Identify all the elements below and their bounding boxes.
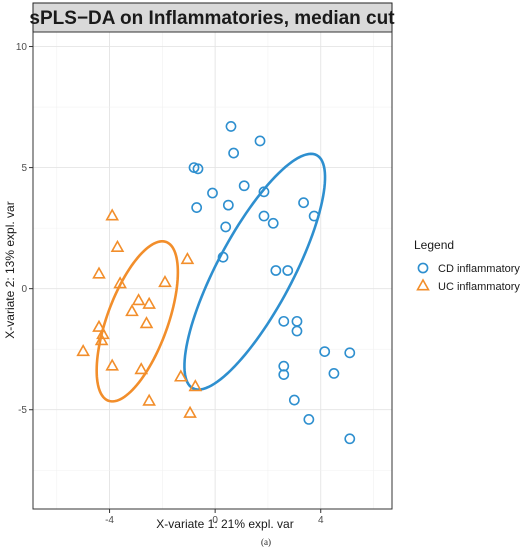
uc-point xyxy=(142,296,156,309)
legend-label: UC inflammatory xyxy=(438,281,520,293)
uc-point xyxy=(131,293,146,306)
plot-grid xyxy=(33,32,392,509)
uc-point xyxy=(158,274,172,288)
cd-point xyxy=(344,347,356,359)
title-box xyxy=(32,2,393,33)
cd-point xyxy=(222,199,234,211)
confidence-ellipses xyxy=(95,152,327,403)
cd-point xyxy=(308,210,320,222)
cd-point xyxy=(254,135,266,147)
ellipse-cd xyxy=(183,152,327,391)
cd-point xyxy=(220,221,232,233)
uc-point xyxy=(134,362,149,375)
y-tick-label: 5 xyxy=(21,163,27,174)
y-tick-label: 10 xyxy=(16,42,28,53)
cd-point xyxy=(291,315,303,327)
legend-key-uc xyxy=(416,278,430,291)
uc-point xyxy=(180,251,195,265)
cd-point xyxy=(278,369,290,381)
cd-point xyxy=(344,433,356,445)
cd-point xyxy=(258,210,270,222)
uc-point xyxy=(94,333,109,346)
y-axis-label: X-variate 2: 13% expl. var xyxy=(3,201,17,338)
ellipse-uc xyxy=(95,240,180,403)
cd-point xyxy=(319,346,331,358)
cd-point xyxy=(278,315,290,327)
legend-label: CD inflammatory xyxy=(438,263,520,275)
cd-point xyxy=(288,394,300,406)
chart-title-strip: sPLS−DA on Inflammatories, median cut xyxy=(29,2,395,33)
cd-point xyxy=(225,121,237,132)
cd-point xyxy=(291,325,303,337)
legend-title: Legend xyxy=(414,238,454,252)
y-tick-label: 0 xyxy=(21,284,27,295)
uc-point xyxy=(113,276,127,289)
x-tick-label: 4 xyxy=(318,515,324,526)
uc-point xyxy=(183,405,197,418)
y-axis: -5 0 5 10 xyxy=(16,42,33,416)
uc-point xyxy=(125,304,139,317)
data-points xyxy=(76,121,356,445)
cd-point xyxy=(191,202,203,213)
cd-point xyxy=(328,368,340,379)
cd-point xyxy=(217,251,229,263)
cd-point xyxy=(258,186,270,198)
uc-point xyxy=(173,369,188,382)
y-tick-label: -5 xyxy=(18,405,27,416)
uc-point xyxy=(92,319,106,332)
uc-point xyxy=(139,316,154,329)
x-tick-label: -4 xyxy=(105,515,114,526)
chart-title: sPLS−DA on Inflammatories, median cut xyxy=(29,8,395,29)
uc-point xyxy=(188,379,203,392)
uc-point xyxy=(110,239,125,253)
uc-point xyxy=(105,208,120,221)
cd-point xyxy=(282,265,294,276)
uc-point xyxy=(142,393,156,406)
cd-point xyxy=(270,265,282,276)
legend: Legend CD inflammatory UC inflammatory xyxy=(414,238,520,293)
cd-point xyxy=(303,414,315,425)
cd-point xyxy=(228,147,240,159)
cd-point xyxy=(207,187,218,199)
cd-point xyxy=(267,217,279,229)
uc-point xyxy=(92,266,106,279)
x-tick-label: 0 xyxy=(212,515,218,526)
cd-point xyxy=(238,180,250,192)
x-axis: -4 0 4 xyxy=(105,509,324,526)
x-axis-label: X-variate 1: 21% expl. var xyxy=(156,517,293,531)
figure-caption: (a) xyxy=(261,537,271,547)
cd-point xyxy=(298,197,309,209)
uc-point xyxy=(105,358,120,371)
legend-items: CD inflammatory UC inflammatory xyxy=(416,262,520,293)
legend-key-cd xyxy=(417,262,429,274)
plot-panel-border xyxy=(32,31,393,510)
uc-point xyxy=(76,344,90,357)
cd-point xyxy=(192,163,204,175)
